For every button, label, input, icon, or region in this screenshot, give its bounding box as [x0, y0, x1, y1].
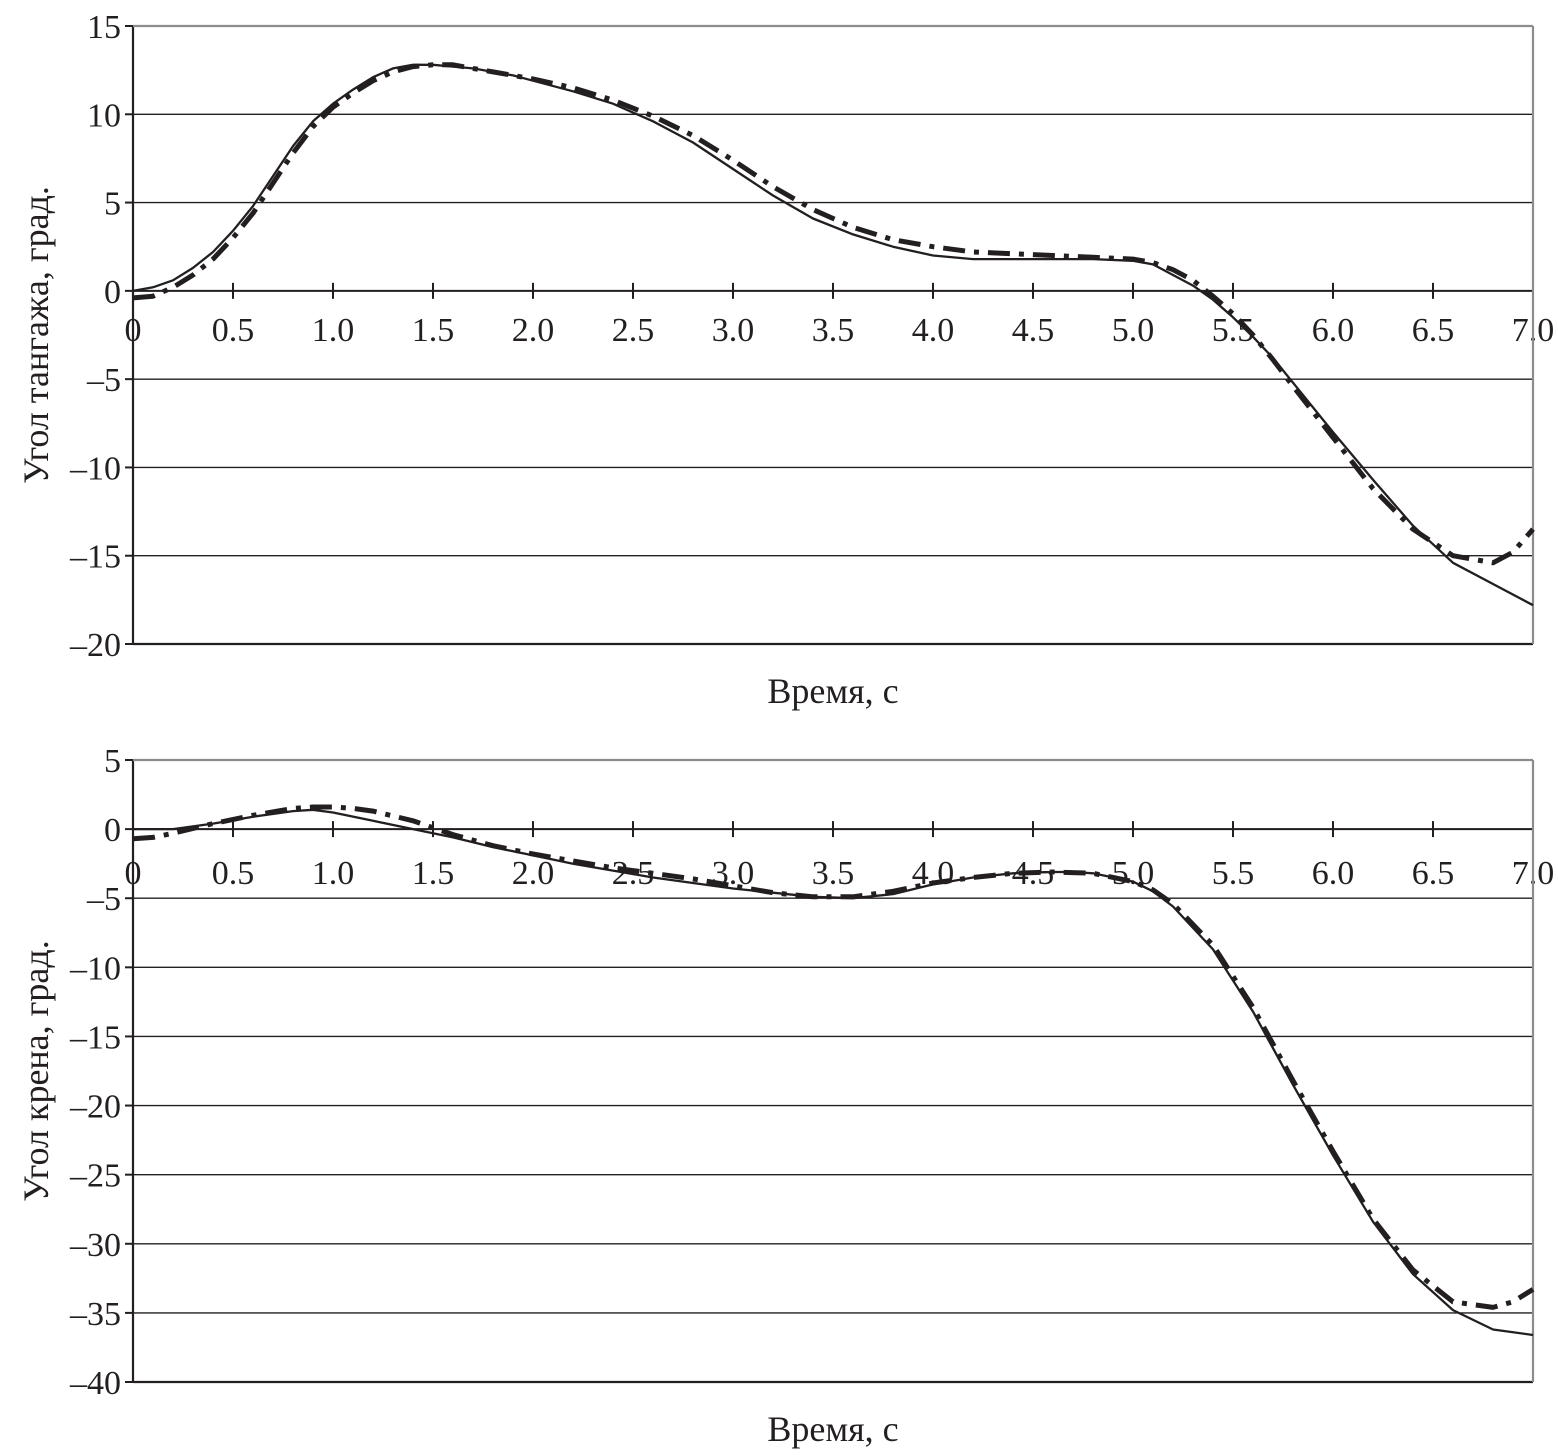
y-tick-label: 0 [104, 812, 121, 849]
x-tick-label: 5.0 [1112, 312, 1155, 349]
x-tick-label: 5.5 [1212, 855, 1255, 892]
y-tick-label: –10 [69, 950, 121, 987]
y-tick-label: –25 [69, 1158, 121, 1195]
y-tick-label: 15 [87, 9, 121, 46]
series-line-dash-dot [132, 62, 1535, 566]
y-tick-label: –30 [69, 1227, 121, 1264]
y-tick-label: –5 [86, 362, 121, 399]
x-tick-label: 1.5 [412, 312, 455, 349]
y-axis-title: Угол крена, град. [16, 940, 56, 1201]
x-tick-label: 2.0 [512, 312, 555, 349]
x-tick-label: 2.5 [612, 312, 655, 349]
y-tick-label: 5 [104, 743, 121, 780]
y-tick-label: –15 [69, 539, 121, 576]
y-tick-label: –10 [69, 450, 121, 487]
x-tick-label: 6.0 [1312, 312, 1355, 349]
x-tick-label: 6.5 [1412, 855, 1455, 892]
x-tick-label: 5.0 [1112, 855, 1155, 892]
y-tick-label: –35 [69, 1296, 121, 1333]
x-tick-label: 4.0 [912, 312, 955, 349]
y-tick-label: –20 [69, 1089, 121, 1126]
x-tick-label: 1.0 [312, 312, 355, 349]
x-tick-label: 6.0 [1312, 855, 1355, 892]
x-tick-label: 3.0 [712, 312, 755, 349]
y-tick-label: 10 [87, 97, 121, 134]
x-tick-label: 4.5 [1012, 312, 1055, 349]
x-axis-title: Время, с [767, 1409, 898, 1449]
y-tick-label: 5 [104, 186, 121, 223]
y-tick-label: –20 [69, 627, 121, 664]
x-tick-label: 0.5 [212, 312, 255, 349]
x-tick-label: 1.5 [412, 855, 455, 892]
x-tick-label: 2.0 [512, 855, 555, 892]
x-tick-label: 6.5 [1412, 312, 1455, 349]
x-tick-label: 3.5 [812, 312, 855, 349]
x-axis-title: Время, с [767, 671, 898, 711]
x-tick-label: 1.0 [312, 855, 355, 892]
chart-1: 151050–5–10–15–2000.51.01.52.02.53.03.54… [16, 9, 1554, 711]
y-tick-label: –5 [86, 881, 121, 918]
x-tick-label: 3.5 [812, 855, 855, 892]
y-tick-label: –40 [69, 1365, 121, 1402]
y-axis-title: Угол тангажа, град. [16, 186, 56, 484]
chart-2: 50–5–10–15–20–25–30–35–4000.51.01.52.02.… [16, 743, 1554, 1449]
series-line-dash-dot [132, 804, 1535, 1310]
y-tick-label: 0 [104, 274, 121, 311]
x-tick-label: 0.5 [212, 855, 255, 892]
y-tick-label: –15 [69, 1019, 121, 1056]
